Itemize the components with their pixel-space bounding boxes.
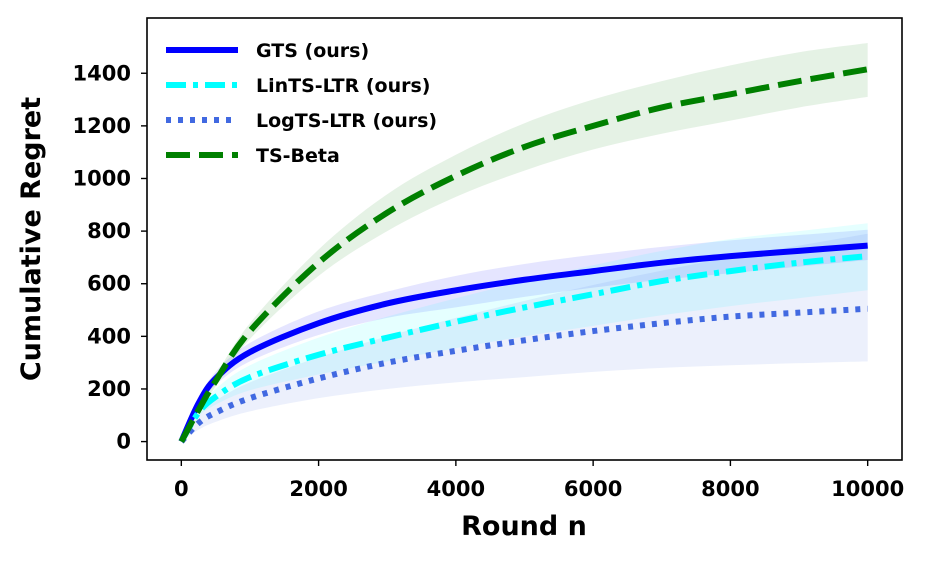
y-tick-label: 1200 xyxy=(73,114,131,138)
x-tick-label: 2000 xyxy=(289,477,347,501)
line-lints-ltr-ours xyxy=(178,253,868,444)
x-axis-title: Round n xyxy=(461,511,587,542)
legend-label-ts-beta: TS-Beta xyxy=(256,145,340,167)
x-tick-label: 6000 xyxy=(564,477,622,501)
y-tick-label: 1000 xyxy=(73,166,131,190)
x-tick-label: 0 xyxy=(174,477,189,501)
x-tick-label: 8000 xyxy=(701,477,759,501)
x-tick-label: 10000 xyxy=(831,477,904,501)
series-lines xyxy=(178,66,869,444)
y-axis-ticks: 0 200 400 600 800 1000 1200 1400 xyxy=(73,61,147,454)
legend-label-lints-ltr-ours: LinTS-LTR (ours) xyxy=(256,75,430,97)
line-ts-beta xyxy=(178,66,869,444)
legend-label-logts-ltr-ours: LogTS-LTR (ours) xyxy=(256,110,437,132)
legend: GTS (ours) LinTS-LTR (ours) LogTS-LTR (our… xyxy=(166,40,437,167)
plot-frame xyxy=(146,17,903,461)
y-tick-label: 1400 xyxy=(73,61,131,85)
x-tick-label: 4000 xyxy=(427,477,485,501)
y-tick-label: 200 xyxy=(87,377,131,401)
y-axis-title: Cumulative Regret xyxy=(16,97,47,381)
confidence-bands xyxy=(181,42,868,442)
y-tick-label: 800 xyxy=(87,219,131,243)
y-tick-label: 600 xyxy=(87,272,131,296)
legend-label-gts-ours: GTS (ours) xyxy=(256,40,369,62)
y-tick-label: 0 xyxy=(116,430,131,454)
y-tick-label: 400 xyxy=(87,324,131,348)
x-axis-ticks: 0 2000 4000 6000 8000 10000 xyxy=(174,460,904,501)
